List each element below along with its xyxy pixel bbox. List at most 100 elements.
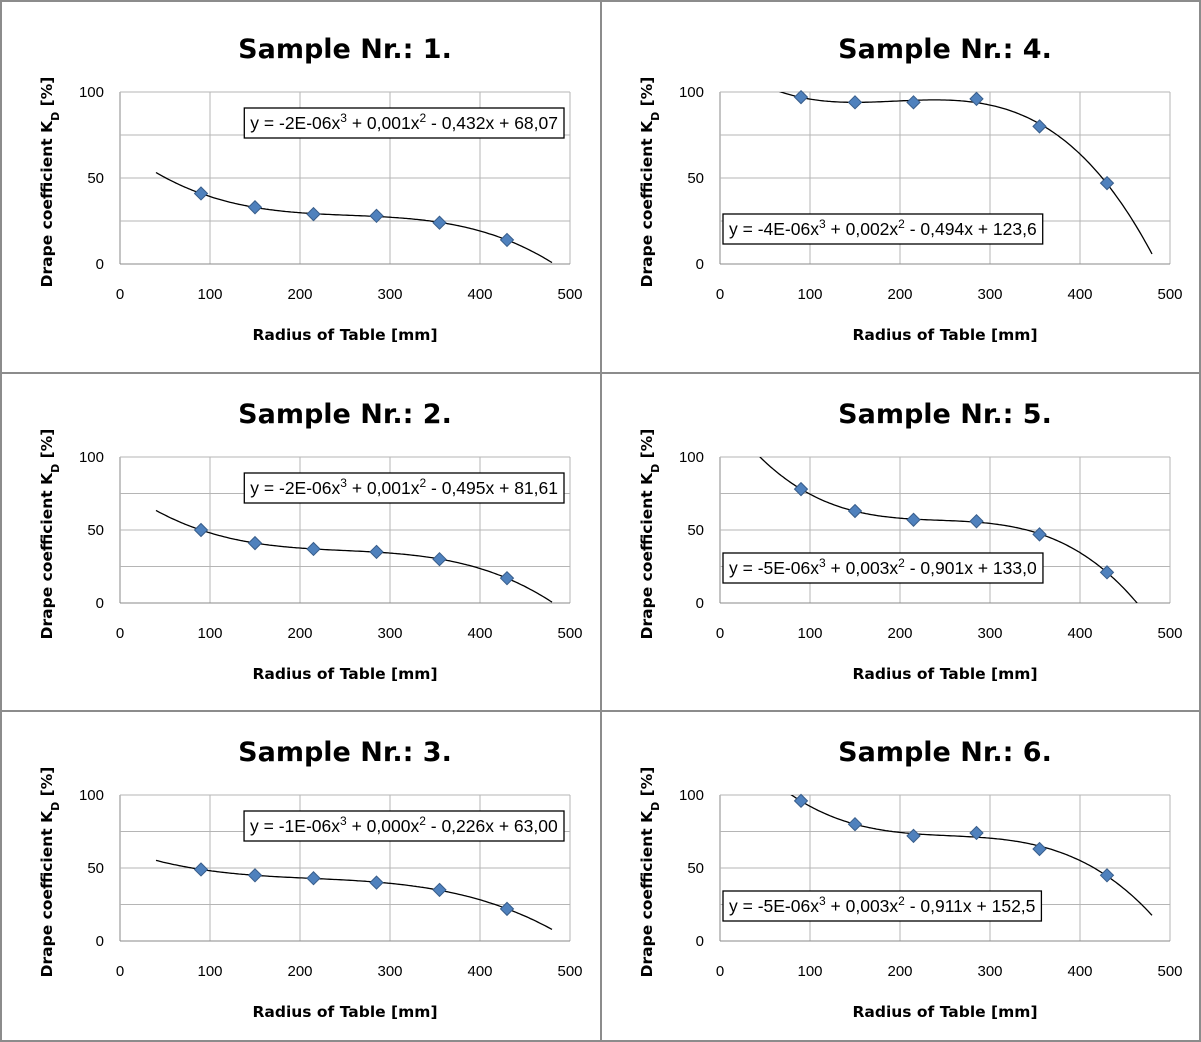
x-tick-label: 300 — [977, 625, 1002, 642]
x-tick-label: 100 — [197, 286, 222, 303]
chart-svg: Sample Nr.: 4. 0 100 200 300 400 500 0 50 100 Radi… — [638, 34, 1183, 344]
chart-svg: Sample Nr.: 3. 0 100 200 300 400 500 0 50 100 Radi… — [38, 737, 583, 1021]
y-axis-label: Drape coefficient KD [%] — [638, 429, 662, 640]
x-tick-label: 200 — [887, 625, 912, 642]
chart-title: Sample Nr.: 3. — [238, 737, 452, 768]
x-tick-label: 400 — [1067, 286, 1092, 303]
trendline-equation: y = -5E-06x3 + 0,003x2 - 0,901x + 133,0 — [729, 556, 1037, 578]
y-tick-label: 100 — [679, 787, 704, 804]
x-tick-label: 300 — [377, 963, 402, 980]
data-point — [499, 232, 515, 248]
data-point — [432, 882, 447, 898]
trendline — [759, 457, 1138, 603]
x-tick-label: 0 — [716, 963, 724, 980]
trendline — [155, 171, 553, 264]
equation-box: y = -5E-06x3 + 0,003x2 - 0,911x + 152,5 — [722, 890, 1043, 922]
y-axis-label: Drape coefficient KD [%] — [638, 77, 662, 288]
y-tick-label: 50 — [87, 860, 104, 877]
chart-title: Sample Nr.: 1. — [238, 34, 452, 65]
x-axis-label: Radius of Table [mm] — [252, 326, 437, 344]
data-point — [193, 186, 209, 201]
x-tick-label: 500 — [557, 963, 582, 980]
x-tick-label: 100 — [797, 286, 822, 303]
x-tick-label: 300 — [977, 963, 1002, 980]
trendline-equation: y = -1E-06x3 + 0,000x2 - 0,226x + 63,00 — [250, 814, 558, 836]
trendline-equation: y = -2E-06x3 + 0,001x2 - 0,432x + 68,07 — [250, 111, 558, 133]
trendline-equation: y = -2E-06x3 + 0,001x2 - 0,495x + 81,61 — [250, 476, 558, 498]
x-tick-label: 200 — [287, 963, 312, 980]
data-point — [247, 868, 263, 883]
x-tick-label: 400 — [467, 963, 492, 980]
data-point — [847, 816, 863, 832]
data-point — [193, 862, 209, 877]
y-tick-label: 50 — [687, 860, 704, 877]
x-tick-label: 100 — [197, 625, 222, 642]
data-point — [1099, 565, 1115, 580]
data-point — [369, 875, 384, 890]
chart-panel: Sample Nr.: 2. 0 100 200 300 400 500 0 50 100 Radi… — [0, 372, 607, 712]
equation-box: y = -2E-06x3 + 0,001x2 - 0,495x + 81,61 — [243, 472, 565, 504]
x-tick-label: 0 — [116, 625, 124, 642]
y-tick-label: 100 — [679, 449, 704, 466]
x-tick-label: 0 — [116, 286, 124, 303]
y-tick-label: 100 — [679, 84, 704, 101]
data-point — [793, 793, 809, 809]
trendline — [790, 795, 1153, 916]
data-point — [906, 95, 921, 110]
x-tick-label: 300 — [977, 286, 1002, 303]
data-point — [369, 544, 384, 560]
chart-panel: Sample Nr.: 4. 0 100 200 300 400 500 0 50 100 Radi… — [600, 0, 1201, 374]
data-point — [793, 89, 809, 105]
y-tick-label: 0 — [696, 933, 704, 950]
trendline — [155, 859, 553, 930]
chart-svg: Sample Nr.: 5. 0 100 200 300 400 500 0 50 100 Radi… — [638, 399, 1183, 683]
data-point — [969, 91, 984, 107]
data-point — [432, 215, 447, 230]
y-axis-label: Drape coefficient KD [%] — [638, 767, 662, 978]
y-axis-label: Drape coefficient KD [%] — [38, 429, 62, 640]
chart-title: Sample Nr.: 2. — [238, 399, 452, 430]
data-point — [369, 208, 384, 224]
x-tick-label: 400 — [467, 625, 492, 642]
x-tick-label: 500 — [1157, 963, 1182, 980]
x-axis-label: Radius of Table [mm] — [252, 665, 437, 683]
y-tick-label: 0 — [96, 933, 104, 950]
chart-title: Sample Nr.: 5. — [838, 399, 1052, 430]
y-tick-label: 50 — [87, 170, 104, 187]
chart-title: Sample Nr.: 6. — [838, 737, 1052, 768]
data-point — [193, 522, 209, 538]
data-point — [969, 514, 984, 529]
equation-box: y = -1E-06x3 + 0,000x2 - 0,226x + 63,00 — [243, 810, 565, 842]
chart-svg: Sample Nr.: 2. 0 100 200 300 400 500 0 50 100 Radi… — [38, 399, 583, 683]
x-tick-label: 200 — [887, 286, 912, 303]
x-tick-label: 100 — [197, 963, 222, 980]
y-axis-label: Drape coefficient KD [%] — [38, 767, 62, 978]
data-point — [1032, 527, 1047, 542]
x-tick-label: 400 — [1067, 625, 1092, 642]
data-point — [306, 206, 321, 222]
x-tick-label: 300 — [377, 286, 402, 303]
x-tick-label: 0 — [116, 963, 124, 980]
data-point — [847, 503, 863, 519]
chart-panel: Sample Nr.: 6. 0 100 200 300 400 500 0 50 100 Radi… — [600, 710, 1201, 1042]
data-point — [906, 512, 921, 527]
data-point — [793, 481, 809, 497]
y-tick-label: 100 — [79, 787, 104, 804]
x-tick-label: 0 — [716, 286, 724, 303]
data-point — [432, 551, 447, 567]
equation-box: y = -5E-06x3 + 0,003x2 - 0,901x + 133,0 — [722, 552, 1044, 584]
data-point — [499, 570, 515, 586]
x-tick-label: 200 — [287, 625, 312, 642]
x-tick-label: 100 — [797, 625, 822, 642]
x-tick-label: 500 — [1157, 286, 1182, 303]
data-point — [906, 828, 921, 844]
x-tick-label: 200 — [887, 963, 912, 980]
x-axis-label: Radius of Table [mm] — [852, 665, 1037, 683]
equation-box: y = -2E-06x3 + 0,001x2 - 0,432x + 68,07 — [243, 107, 565, 139]
x-tick-label: 500 — [557, 625, 582, 642]
x-axis-label: Radius of Table [mm] — [252, 1003, 437, 1021]
chart-panel: Sample Nr.: 1. 0 100 200 300 400 500 0 50 100 Radi… — [0, 0, 607, 374]
x-axis-label: Radius of Table [mm] — [852, 326, 1037, 344]
x-tick-label: 300 — [377, 625, 402, 642]
